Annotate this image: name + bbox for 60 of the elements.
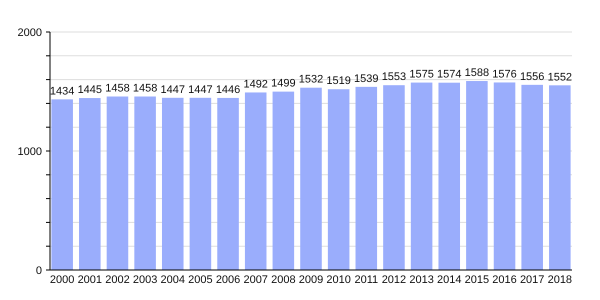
data-label: 1458 <box>105 82 130 94</box>
bar <box>244 92 266 270</box>
bar <box>356 86 378 270</box>
bar <box>328 89 350 270</box>
bar <box>438 82 460 270</box>
x-tick-label: 2015 <box>464 274 490 286</box>
x-tick-label: 2017 <box>520 274 544 286</box>
data-label: 1447 <box>188 84 213 96</box>
x-tick-label: 2008 <box>271 274 296 286</box>
bar <box>410 82 432 270</box>
x-tick-label: 2002 <box>105 274 130 286</box>
bar <box>521 84 543 270</box>
bar <box>79 98 101 270</box>
data-label: 1588 <box>464 67 490 80</box>
x-tick-label: 2010 <box>326 274 351 286</box>
data-label: 1576 <box>492 68 517 80</box>
y-tick-label: 2000 <box>18 26 42 39</box>
data-label: 1445 <box>78 84 102 96</box>
x-tick-label: 2007 <box>243 274 268 286</box>
data-label: 1556 <box>520 70 544 83</box>
y-tick-label: 1000 <box>18 146 42 158</box>
data-label: 1575 <box>409 68 434 81</box>
bar <box>190 98 212 270</box>
x-tick-label: 2006 <box>216 274 240 286</box>
x-tick-label: 2000 <box>50 274 74 286</box>
x-tick-label: 2011 <box>354 274 378 286</box>
x-tick-label: 2016 <box>492 274 517 286</box>
bar <box>300 88 322 270</box>
data-label: 1434 <box>50 85 74 98</box>
y-tick-label: 0 <box>36 264 42 277</box>
x-tick-label: 2014 <box>437 274 462 286</box>
data-label: 1492 <box>243 78 268 90</box>
data-label: 1553 <box>382 71 406 84</box>
x-tick-label: 2013 <box>409 274 434 286</box>
x-tick-label: 2005 <box>188 274 213 286</box>
x-tick-label: 2009 <box>298 274 324 286</box>
bar <box>134 96 156 270</box>
x-tick-label: 2001 <box>78 274 102 286</box>
bar <box>162 98 184 270</box>
data-label: 1446 <box>216 84 240 96</box>
bar <box>106 96 128 270</box>
x-tick-label: 2018 <box>548 274 572 286</box>
bar <box>494 82 516 270</box>
data-label: 1552 <box>548 71 572 84</box>
data-label: 1499 <box>271 78 296 90</box>
data-label: 1539 <box>354 72 379 85</box>
bar <box>549 85 571 270</box>
bar <box>383 85 405 270</box>
data-label: 1447 <box>160 84 185 96</box>
data-label: 1532 <box>298 74 324 86</box>
bar <box>466 81 488 270</box>
bar <box>272 92 294 270</box>
data-label: 1519 <box>326 75 351 88</box>
bar <box>51 99 73 270</box>
x-tick-label: 2012 <box>382 274 406 286</box>
data-label: 1574 <box>437 68 462 81</box>
data-label: 1458 <box>132 82 158 94</box>
x-tick-label: 2003 <box>132 274 158 286</box>
x-tick-label: 2004 <box>160 274 185 286</box>
bar <box>217 98 239 270</box>
